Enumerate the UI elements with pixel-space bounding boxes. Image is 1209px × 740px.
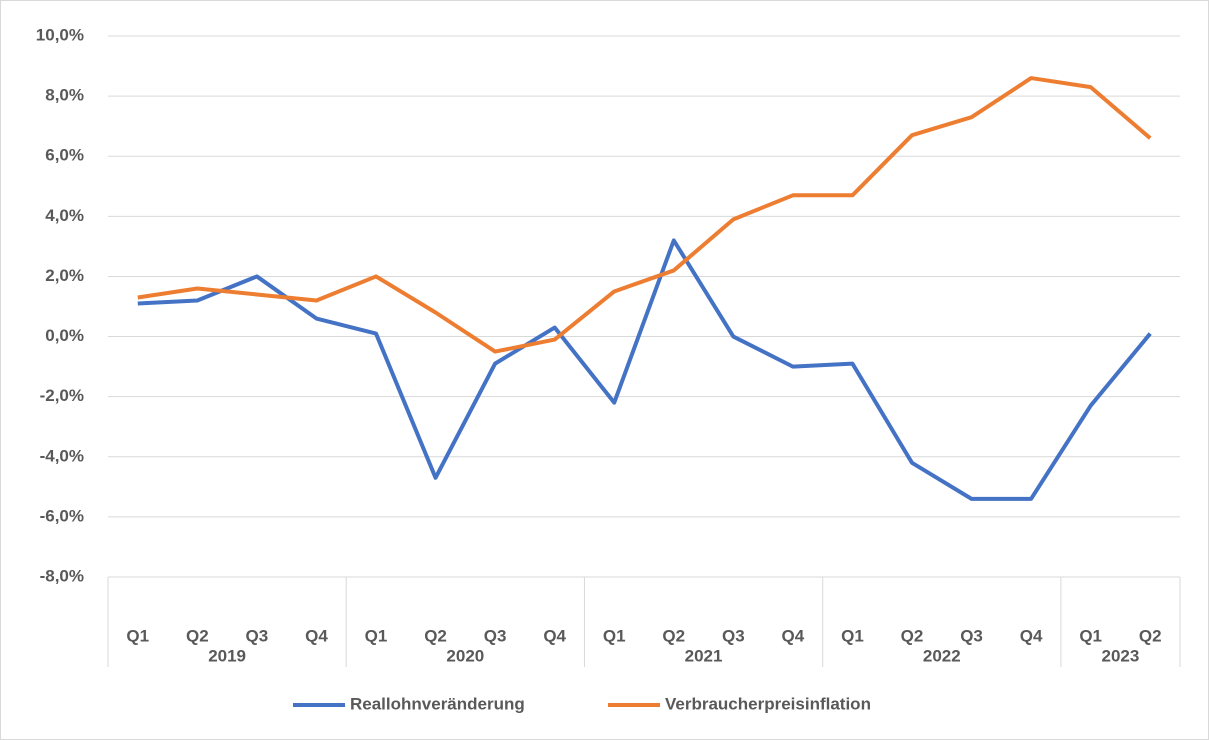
x-tick-label: Q2	[424, 626, 447, 645]
x-group-label: 2023	[1102, 646, 1140, 665]
y-tick-label: -2,0%	[40, 386, 84, 405]
series-line	[137, 76, 1152, 354]
legend-label: Verbraucherpreisinflation	[665, 694, 871, 713]
x-group-label: 2020	[446, 646, 484, 665]
y-tick-label: 8,0%	[45, 86, 84, 105]
y-tick-label: -6,0%	[40, 506, 84, 525]
x-group-label: 2021	[685, 646, 723, 665]
x-group-label: 2019	[208, 646, 246, 665]
x-tick-label: Q1	[1079, 626, 1102, 645]
x-tick-label: Q3	[484, 626, 507, 645]
x-tick-label: Q4	[305, 626, 328, 645]
y-tick-label: -8,0%	[40, 566, 84, 585]
x-tick-label: Q3	[246, 626, 269, 645]
y-tick-label: -4,0%	[40, 446, 84, 465]
x-tick-label: Q3	[960, 626, 983, 645]
x-tick-label: Q1	[365, 626, 388, 645]
series-line	[137, 238, 1152, 501]
x-tick-label: Q1	[126, 626, 149, 645]
legend-label: Reallohnveränderung	[350, 694, 525, 713]
x-group-label: 2022	[923, 646, 961, 665]
y-tick-label: 6,0%	[45, 146, 84, 165]
x-tick-label: Q2	[1139, 626, 1162, 645]
x-tick-label: Q1	[841, 626, 864, 645]
x-tick-label: Q4	[782, 626, 805, 645]
x-tick-label: Q3	[722, 626, 745, 645]
y-tick-label: 0,0%	[45, 326, 84, 345]
x-tick-label: Q2	[662, 626, 685, 645]
y-tick-label: 10,0%	[36, 25, 84, 44]
y-tick-label: 2,0%	[45, 266, 84, 285]
x-tick-label: Q1	[603, 626, 626, 645]
y-tick-label: 4,0%	[45, 206, 84, 225]
x-tick-label: Q2	[901, 626, 924, 645]
x-tick-label: Q4	[1020, 626, 1043, 645]
x-tick-label: Q2	[186, 626, 209, 645]
x-tick-label: Q4	[543, 626, 566, 645]
